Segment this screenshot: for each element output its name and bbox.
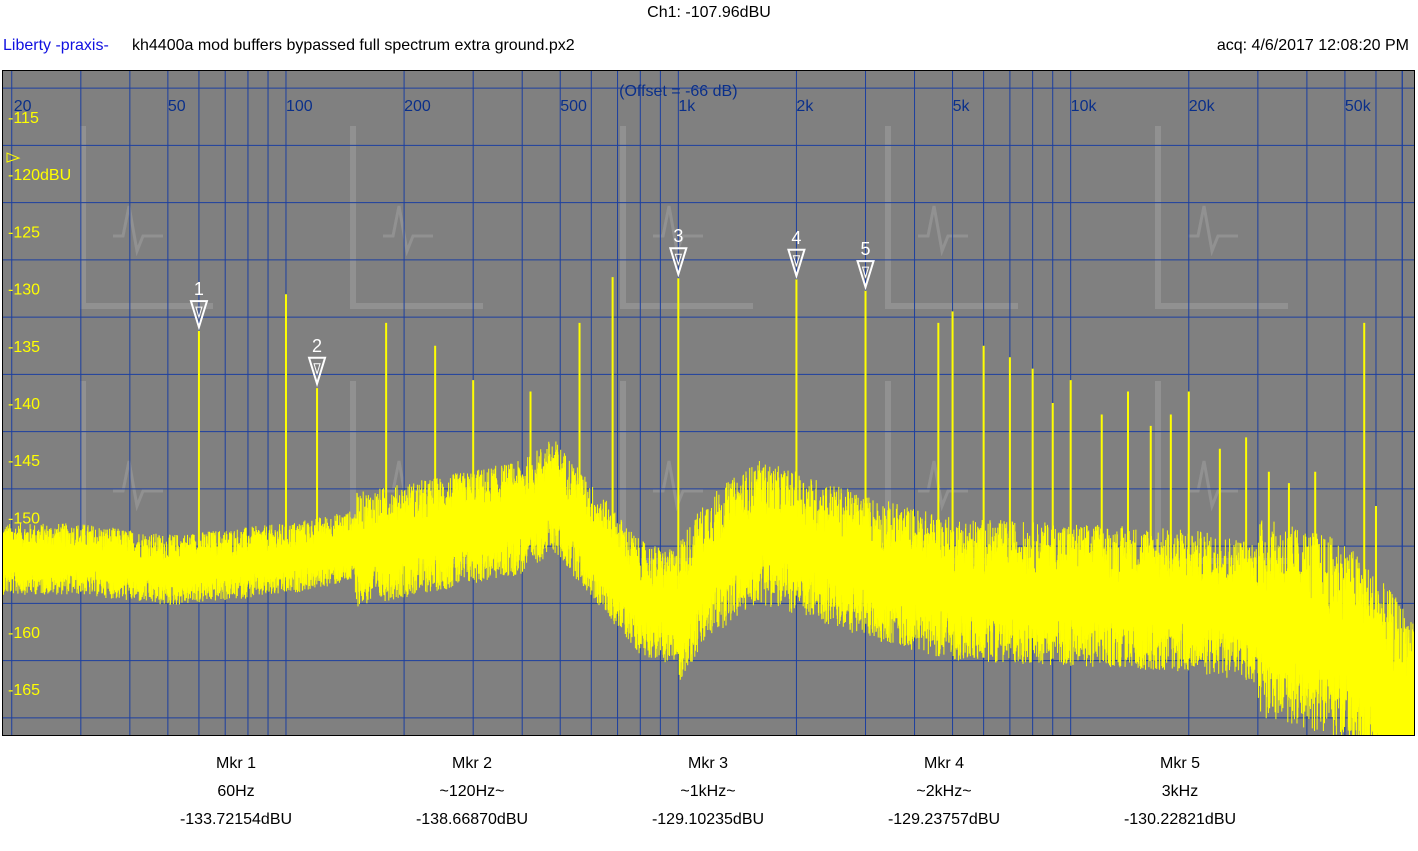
- watermark-letter-shape: [80, 126, 213, 309]
- watermark-pulse-shape: [113, 460, 163, 512]
- spectrum-trace: [3, 277, 1414, 735]
- marker-readout-5: Mkr 5 3kHz -130.22821dBU: [1080, 752, 1280, 836]
- marker-number: 5: [861, 239, 871, 259]
- marker-label: Mkr 1: [216, 755, 256, 772]
- y-tick-label: -120dBU: [8, 167, 71, 184]
- marker-freq: 60Hz: [217, 783, 255, 800]
- y-tick-label: -140: [8, 396, 40, 413]
- marker-number: 1: [194, 279, 204, 299]
- acquisition-time: acq: 4/6/2017 12:08:20 PM: [1216, 37, 1409, 54]
- watermark-logo: [350, 126, 483, 309]
- marker-label: Mkr 4: [924, 755, 964, 772]
- watermark-pulse-shape: [918, 205, 968, 257]
- x-tick-label: 1k: [678, 98, 696, 115]
- x-tick-label: 100: [286, 98, 313, 115]
- spectrum-plot-frame[interactable]: 20 50 100 200 500 1k 2k 5k 10k 20k 50k -115 -120dBU -…: [2, 70, 1415, 736]
- watermark-logo: [1155, 126, 1288, 309]
- watermark-logo: [620, 126, 753, 309]
- marker-readout-4: Mkr 4 ~2kHz~ -129.23757dBU: [844, 752, 1044, 836]
- marker-readout-3: Mkr 3 ~1kHz~ -129.10235dBU: [608, 752, 808, 836]
- y-tick-label: -160: [8, 625, 40, 642]
- axis-labels: 20 50 100 200 500 1k 2k 5k 10k 20k 50k -115 -120dBU -…: [6, 98, 1372, 699]
- y-tick-label: -155: [8, 568, 40, 585]
- marker-triangle-inner: [861, 266, 870, 279]
- y-tick-label: -125: [8, 224, 40, 241]
- watermark-letter-shape: [350, 126, 483, 309]
- x-tick-label: 20k: [1189, 98, 1216, 115]
- marker-level: -133.72154dBU: [179, 811, 293, 828]
- marker-label: Mkr 2: [452, 755, 492, 772]
- marker-1[interactable]: 1: [189, 279, 209, 331]
- marker-level: -129.23757dBU: [887, 811, 1001, 828]
- marker-number: 2: [312, 336, 322, 356]
- spectrum-noise-trace: [3, 441, 1414, 735]
- y-tick-label: -115: [8, 110, 39, 127]
- watermark-pulse-shape: [113, 205, 163, 257]
- marker-label: Mkr 5: [1160, 755, 1200, 772]
- app-name: Liberty -praxis-: [3, 37, 109, 54]
- marker-freq: 3kHz: [1161, 783, 1199, 800]
- marker-freq: ~2kHz~: [916, 783, 972, 800]
- x-tick-label: 2k: [796, 98, 814, 115]
- marker-level: -138.66870dBU: [415, 811, 529, 828]
- file-title: kh4400a mod buffers bypassed full spectr…: [132, 37, 575, 54]
- marker-number: 4: [791, 228, 801, 248]
- watermark-pulse-shape: [653, 205, 703, 257]
- spectrum-plot[interactable]: 20 50 100 200 500 1k 2k 5k 10k 20k 50k -115 -120dBU -…: [3, 71, 1414, 735]
- x-tick-label: 5k: [953, 98, 971, 115]
- marker-level: -129.10235dBU: [651, 811, 765, 828]
- x-tick-label: 20: [14, 98, 32, 115]
- x-tick-label: 10k: [1071, 98, 1098, 115]
- y-tick-label: -150: [8, 510, 40, 527]
- marker-level: -130.22821dBU: [1123, 811, 1237, 828]
- y-tick-label: -145: [8, 453, 40, 470]
- marker-freq: ~120Hz~: [439, 783, 505, 800]
- watermark-pulse-shape: [383, 205, 433, 257]
- marker-triangle-inner: [313, 363, 321, 376]
- watermark-logo: [885, 126, 1018, 309]
- watermark-pulse-shape: [1188, 205, 1238, 257]
- marker-triangle: [307, 356, 327, 388]
- watermark-pulse-shape: [653, 460, 703, 512]
- marker-triangle: [668, 247, 688, 278]
- marker-triangle: [787, 248, 806, 280]
- marker-readout-2: Mkr 2 ~120Hz~ -138.66870dBU: [372, 752, 572, 836]
- marker-freq: ~1kHz~: [680, 783, 736, 800]
- offset-note: (Offset = -66 dB): [619, 83, 737, 100]
- watermark-letter-shape: [620, 126, 753, 309]
- watermark-letter-shape: [885, 126, 1018, 309]
- channel-readout: Ch1: -107.96dBU: [647, 4, 771, 21]
- marker-group[interactable]: 1 2 3 4 5: [189, 226, 875, 388]
- marker-label: Mkr 3: [688, 755, 728, 772]
- marker-triangle: [189, 300, 209, 331]
- marker-triangle-inner: [674, 253, 682, 266]
- marker-2[interactable]: 2: [307, 336, 327, 388]
- marker-number: 3: [673, 226, 683, 246]
- x-tick-label: 50k: [1345, 98, 1372, 115]
- watermark-pulse-shape: [1188, 460, 1238, 512]
- x-tick-label: 50: [168, 98, 186, 115]
- x-tick-label: 200: [404, 98, 431, 115]
- marker-readout-1: Mkr 1 60Hz -133.72154dBU: [136, 752, 336, 836]
- marker-triangle-inner: [195, 306, 203, 319]
- watermark-letter-shape: [1155, 126, 1288, 309]
- marker-triangle-inner: [792, 255, 801, 268]
- marker-4[interactable]: 4: [787, 228, 806, 280]
- watermark-logo: [80, 126, 213, 309]
- y-tick-label: -130: [8, 282, 40, 299]
- y-tick-label: -135: [8, 339, 40, 356]
- marker-3[interactable]: 3: [668, 226, 688, 278]
- marker-triangle: [856, 260, 875, 291]
- x-tick-label: 500: [560, 98, 587, 115]
- marker-5[interactable]: 5: [856, 239, 875, 291]
- reference-level-arrow: [6, 152, 21, 163]
- y-tick-label: -165: [8, 682, 40, 699]
